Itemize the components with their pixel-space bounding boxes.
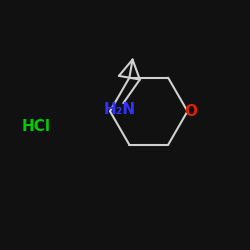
Text: O: O (184, 104, 197, 119)
Text: HCl: HCl (22, 119, 51, 134)
Text: H₂N: H₂N (104, 102, 136, 117)
